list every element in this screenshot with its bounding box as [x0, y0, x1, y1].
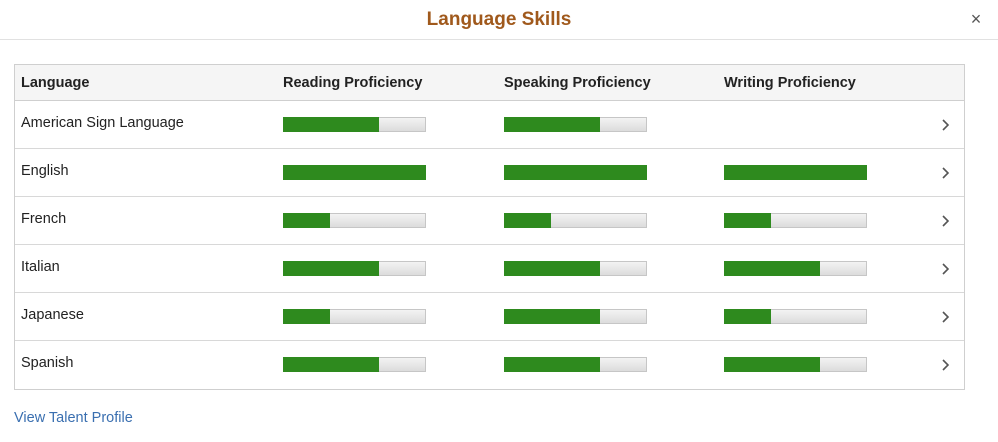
- reading-proficiency-bar: [283, 261, 426, 276]
- close-icon[interactable]: ×: [970, 9, 982, 29]
- proficiency-fill: [724, 165, 867, 180]
- dialog-header: Language Skills ×: [0, 0, 998, 40]
- chevron-right-icon[interactable]: [940, 117, 952, 133]
- language-name: English: [21, 163, 69, 179]
- language-name: Italian: [21, 259, 60, 275]
- proficiency-fill: [724, 213, 771, 228]
- proficiency-fill: [724, 261, 820, 276]
- proficiency-fill: [283, 261, 379, 276]
- table-row[interactable]: English: [15, 149, 964, 197]
- proficiency-fill: [283, 213, 330, 228]
- grid-header-row: Language Reading Proficiency Speaking Pr…: [15, 65, 964, 101]
- table-row[interactable]: Japanese: [15, 293, 964, 341]
- proficiency-fill: [504, 357, 600, 372]
- language-skills-grid: Language Reading Proficiency Speaking Pr…: [14, 64, 965, 390]
- header-language: Language: [21, 75, 90, 91]
- proficiency-fill: [504, 165, 647, 180]
- proficiency-fill: [504, 213, 551, 228]
- speaking-proficiency-bar: [504, 117, 647, 132]
- writing-proficiency-bar: [724, 309, 867, 324]
- writing-proficiency-bar: [724, 165, 867, 180]
- table-row[interactable]: Spanish: [15, 341, 964, 389]
- reading-proficiency-bar: [283, 309, 426, 324]
- writing-proficiency-bar: [724, 357, 867, 372]
- speaking-proficiency-bar: [504, 357, 647, 372]
- proficiency-fill: [283, 309, 330, 324]
- chevron-right-icon[interactable]: [940, 213, 952, 229]
- reading-proficiency-bar: [283, 117, 426, 132]
- speaking-proficiency-bar: [504, 165, 647, 180]
- header-reading-proficiency: Reading Proficiency: [283, 75, 423, 91]
- dialog-title: Language Skills: [426, 9, 572, 30]
- table-row[interactable]: Italian: [15, 245, 964, 293]
- proficiency-fill: [283, 357, 379, 372]
- view-talent-profile-link[interactable]: View Talent Profile: [14, 410, 133, 426]
- proficiency-fill: [504, 261, 600, 276]
- language-name: American Sign Language: [21, 115, 184, 131]
- proficiency-fill: [283, 117, 379, 132]
- proficiency-fill: [724, 357, 820, 372]
- writing-proficiency-bar: [724, 213, 867, 228]
- table-row[interactable]: American Sign Language: [15, 101, 964, 149]
- table-row[interactable]: French: [15, 197, 964, 245]
- language-name: Spanish: [21, 355, 74, 371]
- header-speaking-proficiency: Speaking Proficiency: [504, 75, 651, 91]
- speaking-proficiency-bar: [504, 213, 647, 228]
- chevron-right-icon[interactable]: [940, 261, 952, 277]
- speaking-proficiency-bar: [504, 261, 647, 276]
- grid-body: American Sign Language English French Itali…: [15, 101, 964, 389]
- proficiency-fill: [724, 309, 771, 324]
- language-name: Japanese: [21, 307, 84, 323]
- proficiency-fill: [504, 117, 600, 132]
- chevron-right-icon[interactable]: [940, 357, 952, 373]
- writing-proficiency-bar: [724, 261, 867, 276]
- proficiency-fill: [504, 309, 600, 324]
- language-name: French: [21, 211, 67, 227]
- header-writing-proficiency: Writing Proficiency: [724, 75, 856, 91]
- reading-proficiency-bar: [283, 357, 426, 372]
- speaking-proficiency-bar: [504, 309, 647, 324]
- chevron-right-icon[interactable]: [940, 165, 952, 181]
- reading-proficiency-bar: [283, 165, 426, 180]
- reading-proficiency-bar: [283, 213, 426, 228]
- proficiency-fill: [283, 165, 426, 180]
- chevron-right-icon[interactable]: [940, 309, 952, 325]
